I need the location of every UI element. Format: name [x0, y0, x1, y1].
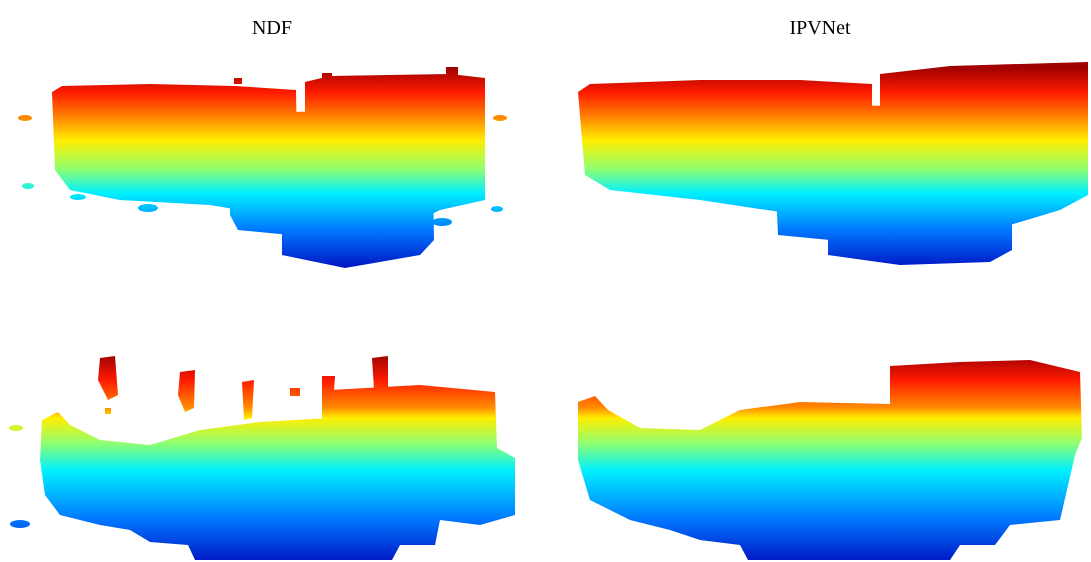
page: NDF IPVNet (() => { const data = JSON.pa…: [0, 0, 1091, 562]
column-title: IPVNet: [789, 17, 851, 39]
column-title: NDF: [252, 17, 292, 39]
figure: NDF IPVNet: [0, 0, 1091, 562]
